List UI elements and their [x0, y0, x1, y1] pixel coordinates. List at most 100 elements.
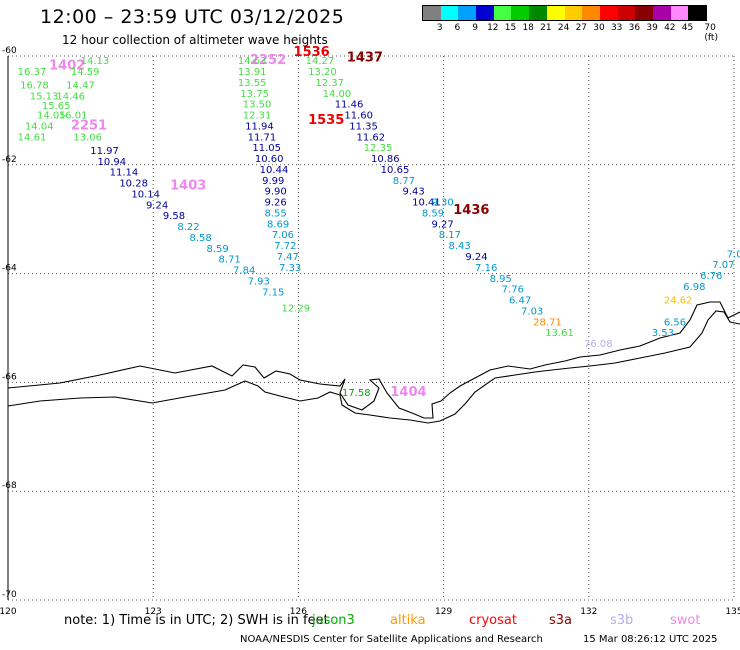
wave-height-label: 13.91	[238, 67, 267, 78]
page-title: 12:00 – 23:59 UTC 03/12/2025	[40, 6, 345, 28]
lon-tick-label: 132	[580, 607, 597, 617]
wave-height-label: 7.03	[521, 306, 543, 317]
wave-height-label: 16.01	[59, 111, 88, 122]
wave-height-label: 14.47	[66, 81, 95, 92]
wave-height-label: 12.35	[364, 143, 393, 154]
wave-height-label: 8.95	[490, 274, 512, 285]
wave-height-label: 11.46	[335, 100, 364, 111]
legend-bin-label: 33	[610, 23, 623, 33]
wave-height-label: 11.05	[252, 143, 281, 154]
wave-height-label: 28.71	[533, 317, 562, 328]
pass-time-label: 2252	[250, 53, 286, 68]
legend-swatch	[458, 6, 477, 20]
wave-height-label: 12.31	[243, 111, 272, 122]
legend-bin-label: 6	[454, 23, 461, 33]
legend-swatch	[564, 6, 583, 20]
legend-bin-label: 18	[522, 23, 534, 33]
wave-height-label: 11.94	[245, 121, 274, 132]
wave-height-label: 12.29	[281, 304, 310, 315]
wave-height-label: 10.86	[371, 154, 400, 165]
pass-time-label: 1404	[390, 385, 426, 400]
lon-tick-label: 123	[145, 607, 162, 617]
wave-height-label: 10.65	[381, 165, 410, 176]
mission-label-s3a: s3a	[549, 613, 573, 628]
wave-height-label: 8.69	[267, 219, 289, 230]
wave-height-label: 9.90	[265, 187, 287, 198]
wave-height-label: 13.61	[545, 328, 574, 339]
wave-height-label: 16.78	[20, 81, 49, 92]
wave-height-label: 9.58	[163, 211, 185, 222]
legend-swatch	[423, 6, 441, 20]
lon-tick-label: 129	[435, 607, 452, 617]
wave-height-label: 13.75	[240, 89, 269, 100]
wave-height-label: 8.55	[265, 208, 287, 219]
legend-swatches	[422, 5, 707, 21]
wave-height-label: 10.14	[131, 189, 160, 200]
wave-height-label: 11.14	[110, 168, 139, 179]
wave-height-label: 9.24	[465, 252, 487, 263]
wave-height-label: 8.59	[206, 244, 228, 255]
wave-height-label: 7.76	[502, 285, 524, 296]
mission-label-jason3: jason3	[312, 613, 355, 628]
wave-height-label: 8.59	[422, 208, 444, 219]
legend-unit-label: 70 (ft)	[704, 23, 718, 43]
wave-height-label: 9.43	[402, 187, 424, 198]
lat-tick-label: -64	[2, 264, 17, 274]
wave-height-label: 6.47	[509, 296, 531, 307]
legend-swatch	[476, 6, 494, 20]
wave-height-label: 14.04	[25, 121, 54, 132]
wave-height-label: 6.98	[683, 282, 705, 293]
wave-height-label: 6.76	[700, 271, 722, 282]
legend-swatch	[493, 6, 512, 20]
wave-height-label: 14.63	[238, 56, 267, 67]
wave-height-label: 13.20	[308, 67, 337, 78]
pass-time-label: 1536	[294, 45, 330, 60]
legend-bin-label: 24	[557, 23, 570, 33]
legend-bin-label: 12	[487, 23, 499, 33]
legend-bin-label: 45	[681, 23, 694, 33]
lon-tick-label: 135	[725, 607, 740, 617]
lon-tick-label: 120	[0, 607, 17, 617]
wave-height-label: 6.56	[664, 317, 686, 328]
wave-height-label: 7.16	[475, 263, 497, 274]
color-legend: 3 6 9 12 15 18 21 24 27 30 33 36 39 42 45 70 (ft)	[422, 5, 718, 43]
wave-height-label: 9.27	[432, 219, 454, 230]
mission-label-swot: swot	[670, 613, 701, 628]
legend-swatch	[617, 6, 636, 20]
wave-height-label: 16.37	[18, 67, 47, 78]
antarctic-coastline	[7, 301, 740, 424]
wave-height-label: 11.35	[349, 121, 378, 132]
lat-tick-label: -70	[2, 590, 17, 600]
wave-height-label: 14.13	[81, 56, 110, 67]
wave-height-label: 17.58	[342, 388, 371, 399]
wave-height-label: 10.28	[119, 179, 148, 190]
wave-height-label: 8.71	[219, 255, 241, 266]
legend-swatch	[652, 6, 671, 20]
wave-height-label: 24.62	[664, 296, 693, 307]
legend-bin-label: 39	[646, 23, 658, 33]
pass-time-label: 1403	[170, 178, 206, 193]
wave-height-label: 11.97	[90, 146, 119, 157]
lat-tick-label: -60	[2, 46, 17, 56]
wave-height-label: 9.99	[262, 176, 284, 187]
wave-height-label: 7.72	[274, 241, 296, 252]
generated-timestamp: 15 Mar 08:26:12 UTC 2025	[583, 634, 718, 645]
wave-height-label: 15.65	[42, 101, 71, 112]
wave-height-label: 12.37	[315, 78, 344, 89]
wave-height-label: 10.44	[260, 165, 289, 176]
mission-label-altika: altika	[390, 613, 426, 628]
wave-height-label: 9.26	[265, 198, 287, 209]
wave-height-label: 7.15	[262, 287, 284, 298]
legend-bin-label: 42	[664, 23, 676, 33]
wave-height-label: 3.53	[652, 328, 674, 339]
wave-height-label: 14.05	[37, 111, 66, 122]
lon-tick-label: 126	[290, 607, 307, 617]
wave-height-label: 11.62	[356, 132, 385, 143]
wave-height-label: 8.43	[448, 241, 470, 252]
wave-height-label: 7.33	[279, 263, 301, 274]
legend-bin-label: 21	[540, 23, 552, 33]
pass-time-label: 1535	[308, 113, 344, 128]
wave-height-label: 13.50	[243, 100, 272, 111]
wave-height-label: 9.24	[146, 200, 168, 211]
